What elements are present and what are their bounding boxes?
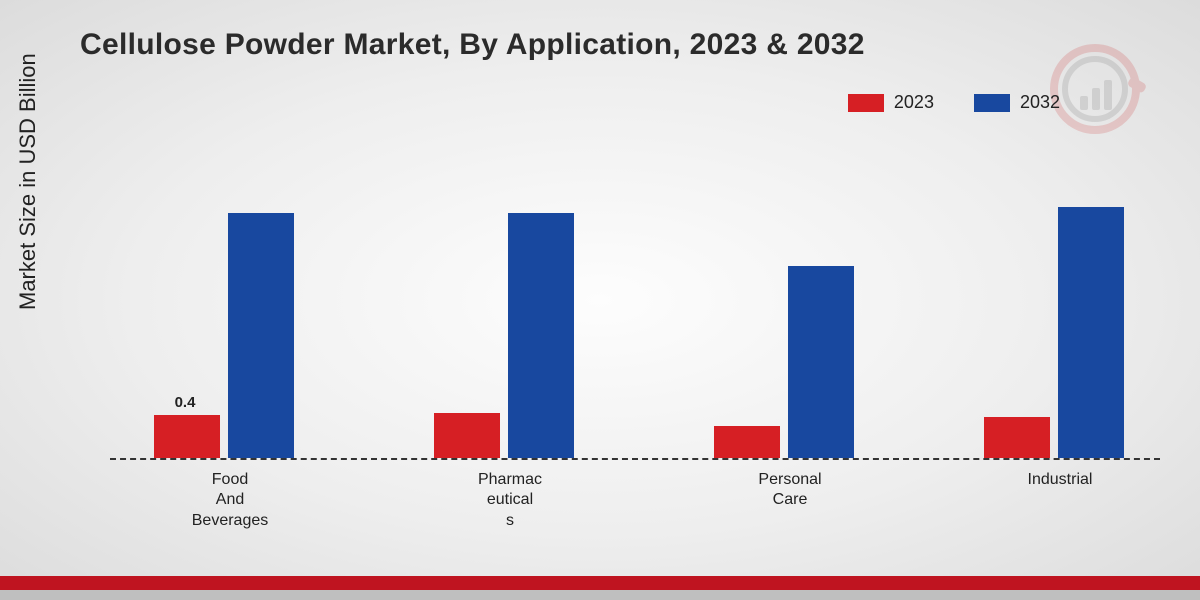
legend-swatch-2032 bbox=[974, 94, 1010, 112]
category-label: PersonalCare bbox=[740, 460, 840, 511]
legend: 2023 2032 bbox=[848, 92, 1060, 113]
bar-group: Pharmaceuticals bbox=[430, 140, 590, 460]
legend-swatch-2023 bbox=[848, 94, 884, 112]
bar-2023 bbox=[984, 417, 1050, 458]
footer-red-strip bbox=[0, 576, 1200, 590]
watermark-logo-icon bbox=[1050, 44, 1140, 134]
bar-2023 bbox=[434, 413, 500, 458]
bar-group: 0.4FoodAndBeverages bbox=[150, 140, 310, 460]
bar-2023 bbox=[714, 426, 780, 458]
bar-2023 bbox=[154, 415, 220, 458]
category-label: FoodAndBeverages bbox=[180, 460, 280, 531]
bar-group: Industrial bbox=[980, 140, 1140, 460]
chart-canvas: Cellulose Powder Market, By Application,… bbox=[0, 0, 1200, 600]
plot-area: 0.4FoodAndBeverages Pharmaceuticals Person… bbox=[110, 140, 1160, 460]
legend-label: 2023 bbox=[894, 92, 934, 113]
legend-item-2023: 2023 bbox=[848, 92, 934, 113]
bar-2032 bbox=[1058, 207, 1124, 458]
bar-value-label: 0.4 bbox=[150, 394, 220, 411]
chart-title: Cellulose Powder Market, By Application,… bbox=[80, 28, 865, 62]
category-label: Industrial bbox=[1010, 460, 1110, 490]
legend-label: 2032 bbox=[1020, 92, 1060, 113]
bar-2032 bbox=[788, 266, 854, 458]
bar-2032 bbox=[508, 213, 574, 458]
legend-item-2032: 2032 bbox=[974, 92, 1060, 113]
footer-grey-strip bbox=[0, 590, 1200, 600]
bar-2032 bbox=[228, 213, 294, 458]
y-axis-label: Market Size in USD Billion bbox=[15, 53, 41, 310]
bar-group: PersonalCare bbox=[710, 140, 870, 460]
category-label: Pharmaceuticals bbox=[460, 460, 560, 531]
